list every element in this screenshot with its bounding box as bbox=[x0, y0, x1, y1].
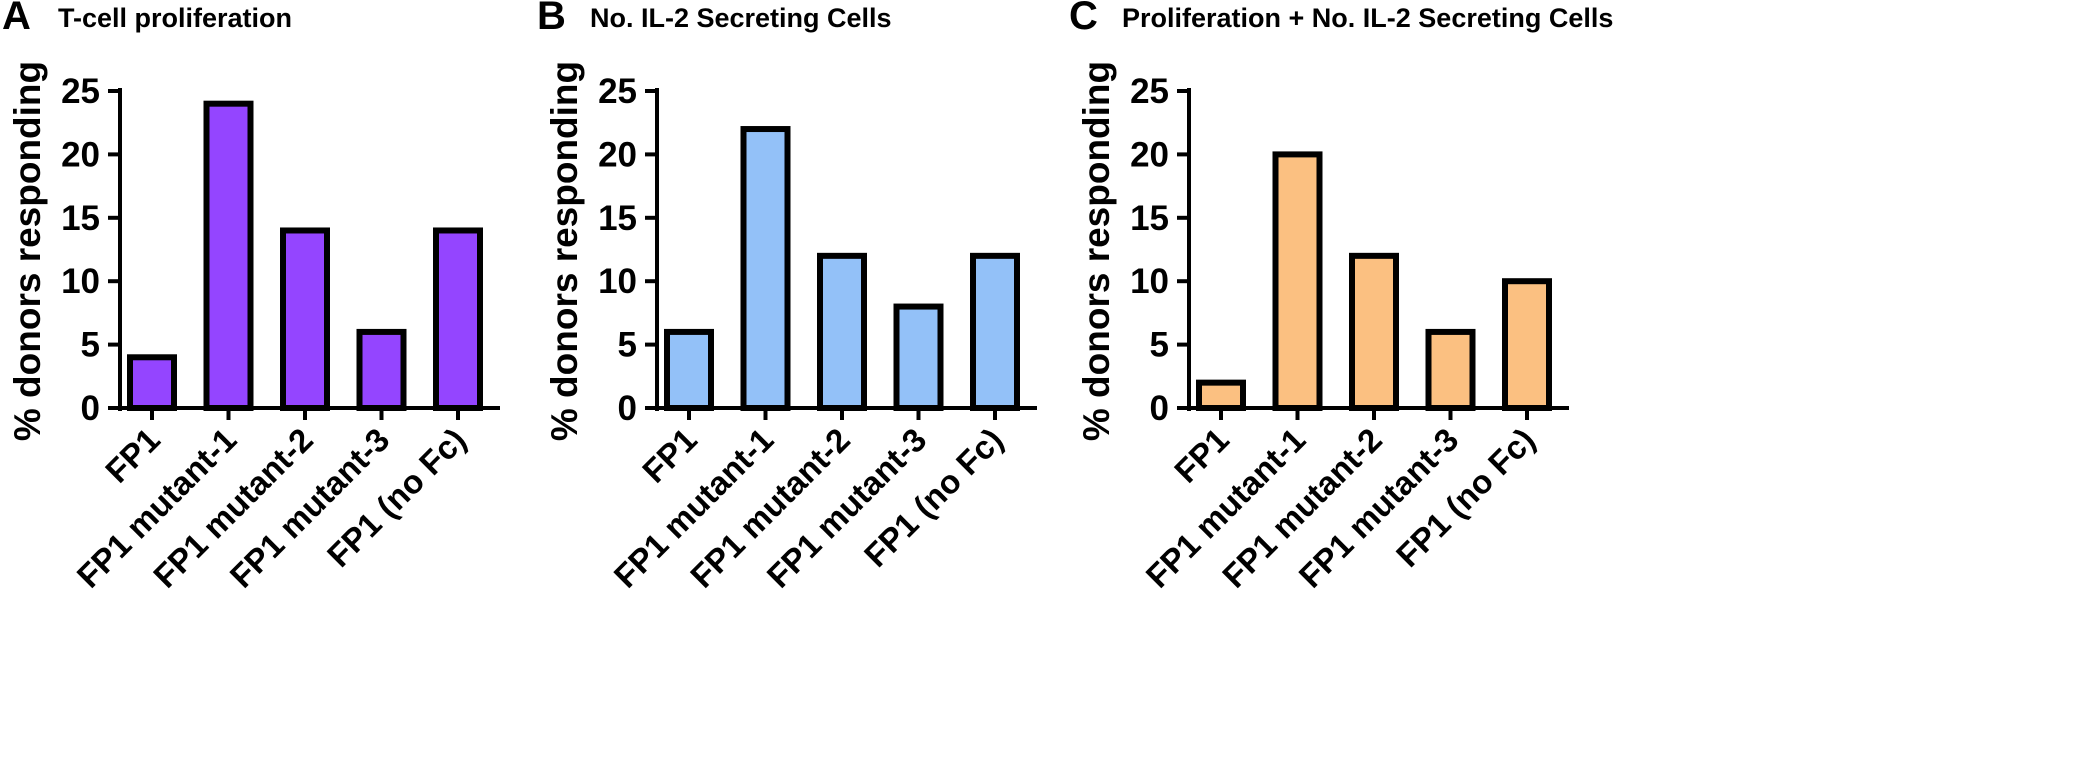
bar-4 bbox=[893, 303, 944, 411]
chart-panel-c: C Proliferation + No. IL-2 Secreting Cell… bbox=[1069, 0, 1613, 595]
x-tick-label: FP1 bbox=[635, 421, 704, 490]
y-tick-label: 5 bbox=[1150, 326, 1169, 365]
y-tick-label: 20 bbox=[61, 135, 100, 174]
chart-title: Proliferation + No. IL-2 Secreting Cells bbox=[1122, 3, 1613, 33]
y-tick-label: 15 bbox=[61, 199, 100, 238]
bar-3 bbox=[280, 227, 330, 411]
bar-4 bbox=[356, 328, 407, 412]
panel-letter: A bbox=[2, 0, 31, 38]
panel-letter: C bbox=[1069, 0, 1098, 38]
y-tick-label: 10 bbox=[598, 262, 637, 301]
x-tick-label: FP1 bbox=[1167, 421, 1236, 490]
bar-1 bbox=[127, 354, 177, 411]
bar-3 bbox=[1349, 252, 1399, 411]
chart-panel-b: B No. IL-2 Secreting Cells% donors respon… bbox=[537, 0, 1037, 595]
y-tick-label: 15 bbox=[1130, 199, 1169, 238]
panel-letter: B bbox=[537, 0, 566, 38]
chart-panel-a: A T-cell proliferation % donors responding… bbox=[2, 0, 500, 595]
bar-3 bbox=[817, 252, 867, 411]
y-tick-label: 10 bbox=[61, 262, 100, 301]
chart-title: No. IL-2 Secreting Cells bbox=[590, 3, 892, 33]
y-tick-label: 25 bbox=[1130, 72, 1169, 111]
y-tick-label: 20 bbox=[598, 135, 637, 174]
y-tick-label: 15 bbox=[598, 199, 637, 238]
bar-2 bbox=[1272, 151, 1323, 411]
y-tick-label: 5 bbox=[81, 326, 100, 365]
y-tick-label: 20 bbox=[1130, 135, 1169, 174]
y-tick-label: 0 bbox=[618, 389, 637, 428]
y-tick-label: 25 bbox=[61, 72, 100, 111]
bar-5 bbox=[970, 252, 1020, 411]
x-tick-label: FP1 bbox=[98, 421, 167, 490]
bar-5 bbox=[433, 227, 483, 411]
bar-4 bbox=[1425, 328, 1476, 412]
bar-2 bbox=[203, 100, 254, 412]
y-tick-label: 0 bbox=[81, 389, 100, 428]
y-tick-label: 10 bbox=[1130, 262, 1169, 301]
y-axis-label: % donors responding bbox=[7, 61, 48, 441]
bar-2 bbox=[740, 126, 791, 411]
chart-title: T-cell proliferation bbox=[58, 3, 292, 33]
bar-1 bbox=[664, 328, 714, 412]
bar-5 bbox=[1502, 278, 1552, 412]
bar-1 bbox=[1196, 379, 1246, 412]
y-tick-label: 5 bbox=[618, 326, 637, 365]
y-tick-label: 25 bbox=[598, 72, 637, 111]
y-axis-label: % donors responding bbox=[544, 61, 585, 441]
y-axis-label: % donors responding bbox=[1076, 61, 1117, 441]
y-tick-label: 0 bbox=[1150, 389, 1169, 428]
